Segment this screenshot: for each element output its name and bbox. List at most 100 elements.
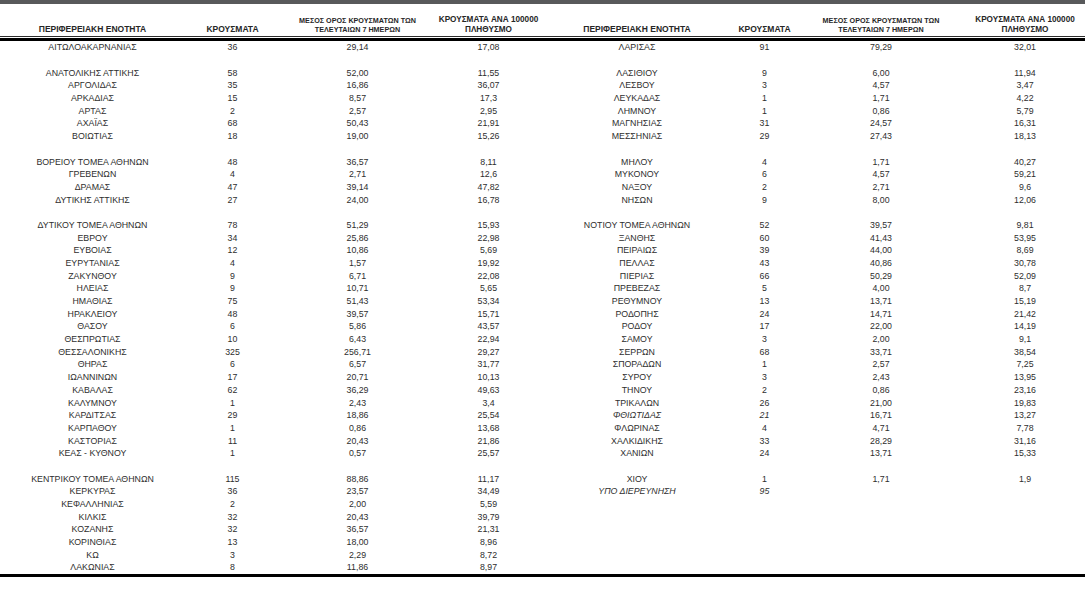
cases-cell: 68 <box>185 117 280 130</box>
region-cell: ΛΕΣΒΟΥ <box>542 79 732 92</box>
table-row: ΒΟΡΕΙΟΥ ΤΟΜΕΑ ΑΘΗΝΩΝ4836,578,11ΜΗΛΟΥ41,7… <box>0 156 1085 169</box>
avg7-cell <box>797 460 965 473</box>
cases-cell <box>732 206 797 219</box>
per100k-cell: 7,25 <box>965 358 1085 371</box>
cases-cell <box>732 143 797 156</box>
avg7-cell: 8,57 <box>280 92 435 105</box>
per100k-cell: 15,33 <box>965 447 1085 460</box>
per100k-cell: 9,1 <box>965 333 1085 346</box>
per100k-cell <box>965 485 1085 498</box>
per100k-cell <box>965 143 1085 156</box>
cases-cell <box>732 498 797 511</box>
per100k-cell: 3,47 <box>965 79 1085 92</box>
per100k-cell: 14,19 <box>965 320 1085 333</box>
cases-cell: 13 <box>732 295 797 308</box>
region-cell <box>542 549 732 562</box>
table-row: ΚΙΛΚΙΣ3220,4339,79 <box>0 511 1085 524</box>
cases-cell: 48 <box>185 156 280 169</box>
per100k-cell: 22,98 <box>435 232 542 245</box>
col-header-label: ΚΡΟΥΣΜΑΤΑ ΑΝΑ 100000 <box>439 15 539 24</box>
cases-cell: 10 <box>185 333 280 346</box>
region-cell <box>542 523 732 536</box>
region-cell: ΣΠΟΡΑΔΩΝ <box>542 358 732 371</box>
cases-cell <box>732 511 797 524</box>
avg7-cell: 2,43 <box>280 397 435 410</box>
per100k-cell: 15,19 <box>965 295 1085 308</box>
avg7-cell: 1,71 <box>797 92 965 105</box>
cases-cell: 9 <box>185 270 280 283</box>
avg7-cell: 1,57 <box>280 257 435 270</box>
region-cell: ΜΗΛΟΥ <box>542 156 732 169</box>
per100k-cell: 11,17 <box>435 473 542 486</box>
region-cell: ΕΒΡΟΥ <box>0 232 185 245</box>
avg7-cell: 20,43 <box>280 511 435 524</box>
table-row: ΑΧΑΪΑΣ6850,4321,91ΜΑΓΝΗΣΙΑΣ3124,5716,31 <box>0 117 1085 130</box>
cases-cell: 33 <box>732 435 797 448</box>
per100k-cell: 13,68 <box>435 422 542 435</box>
cases-cell: 1 <box>185 422 280 435</box>
table-row: ΚΑΡΔΙΤΣΑΣ2918,8625,54ΦΘΙΩΤΙΔΑΣ2116,7113,… <box>0 409 1085 422</box>
regional-cases-table: ΠΕΡΙΦΕΡΕΙΑΚΗ ΕΝΟΤΗΤΑ ΚΡΟΥΣΜΑΤΑ ΜΕΣΟΣ ΟΡΟ… <box>0 15 1085 577</box>
avg7-cell: 40,86 <box>797 257 965 270</box>
top-divider-bar <box>0 0 1085 4</box>
cases-cell: 2 <box>185 105 280 118</box>
per100k-cell: 31,77 <box>435 358 542 371</box>
region-cell: ΑΡΓΟΛΙΔΑΣ <box>0 79 185 92</box>
region-cell: ΠΙΕΡΙΑΣ <box>542 270 732 283</box>
avg7-cell: 20,43 <box>280 435 435 448</box>
region-cell: ΦΛΩΡΙΝΑΣ <box>542 422 732 435</box>
region-cell: ΞΑΝΘΗΣ <box>542 232 732 245</box>
per100k-cell <box>965 561 1085 575</box>
cases-cell <box>732 549 797 562</box>
region-cell: ΡΟΔΟΠΗΣ <box>542 308 732 321</box>
region-cell: ΤΗΝΟΥ <box>542 384 732 397</box>
per100k-cell <box>435 54 542 67</box>
avg7-cell <box>797 206 965 219</box>
table-row: ΑΡΤΑΣ22,572,95ΛΗΜΝΟΥ10,865,79 <box>0 105 1085 118</box>
avg7-cell: 6,57 <box>280 358 435 371</box>
per100k-cell: 15,26 <box>435 130 542 143</box>
per100k-cell: 5,79 <box>965 105 1085 118</box>
avg7-cell <box>797 549 965 562</box>
region-cell: ΘΕΣΣΑΛΟΝΙΚΗΣ <box>0 346 185 359</box>
col-header-label: ΤΕΛΕΥΤΑΙΩΝ 7 ΗΜΕΡΩΝ <box>315 25 400 34</box>
cases-cell: 36 <box>185 40 280 54</box>
per100k-cell: 34,49 <box>435 485 542 498</box>
table-row: ΚΕΝΤΡΙΚΟΥ ΤΟΜΕΑ ΑΘΗΝΩΝ11588,8611,17ΧΙΟΥ1… <box>0 473 1085 486</box>
per100k-cell: 30,78 <box>965 257 1085 270</box>
cases-cell: 47 <box>185 181 280 194</box>
avg7-cell: 39,14 <box>280 181 435 194</box>
region-cell: ΑΙΤΩΛΟΑΚΑΡΝΑΝΙΑΣ <box>0 40 185 54</box>
region-cell: ΔΡΑΜΑΣ <box>0 181 185 194</box>
per100k-cell <box>965 523 1085 536</box>
avg7-cell: 19,00 <box>280 130 435 143</box>
table-row <box>0 54 1085 67</box>
col-header-label: ΚΡΟΥΣΜΑΤΑ ΑΝΑ 100000 <box>975 15 1075 24</box>
avg7-cell: 18,86 <box>280 409 435 422</box>
col-header-region-left: ΠΕΡΙΦΕΡΕΙΑΚΗ ΕΝΟΤΗΤΑ <box>0 15 185 37</box>
cases-cell: 1 <box>732 92 797 105</box>
region-cell: ΡΕΘΥΜΝΟΥ <box>542 295 732 308</box>
cases-cell <box>185 206 280 219</box>
region-cell: ΣΥΡΟΥ <box>542 371 732 384</box>
cases-cell: 1 <box>732 358 797 371</box>
region-cell: ΚΙΛΚΙΣ <box>0 511 185 524</box>
avg7-cell: 44,00 <box>797 244 965 257</box>
region-cell: ΦΘΙΩΤΙΔΑΣ <box>542 409 732 422</box>
avg7-cell <box>797 536 965 549</box>
per100k-cell: 49,63 <box>435 384 542 397</box>
cases-cell: 43 <box>732 257 797 270</box>
cases-cell: 4 <box>185 257 280 270</box>
per100k-cell <box>965 549 1085 562</box>
avg7-cell: 6,43 <box>280 333 435 346</box>
cases-cell: 12 <box>185 244 280 257</box>
table-row: ΖΑΚΥΝΘΟΥ96,7122,08ΠΙΕΡΙΑΣ6650,2952,09 <box>0 270 1085 283</box>
col-header-label: ΠΕΡΙΦΕΡΕΙΑΚΗ ΕΝΟΤΗΤΑ <box>39 24 146 34</box>
per100k-cell: 5,65 <box>435 282 542 295</box>
per100k-cell: 4,22 <box>965 92 1085 105</box>
cases-cell: 39 <box>732 244 797 257</box>
region-cell: ΛΑΡΙΣΑΣ <box>542 40 732 54</box>
col-header-per100k-right: ΚΡΟΥΣΜΑΤΑ ΑΝΑ 100000ΠΛΗΘΥΣΜΟ <box>965 15 1085 37</box>
region-cell: ΔΥΤΙΚΗΣ ΑΤΤΙΚΗΣ <box>0 194 185 207</box>
region-cell: ΒΟΙΩΤΙΑΣ <box>0 130 185 143</box>
